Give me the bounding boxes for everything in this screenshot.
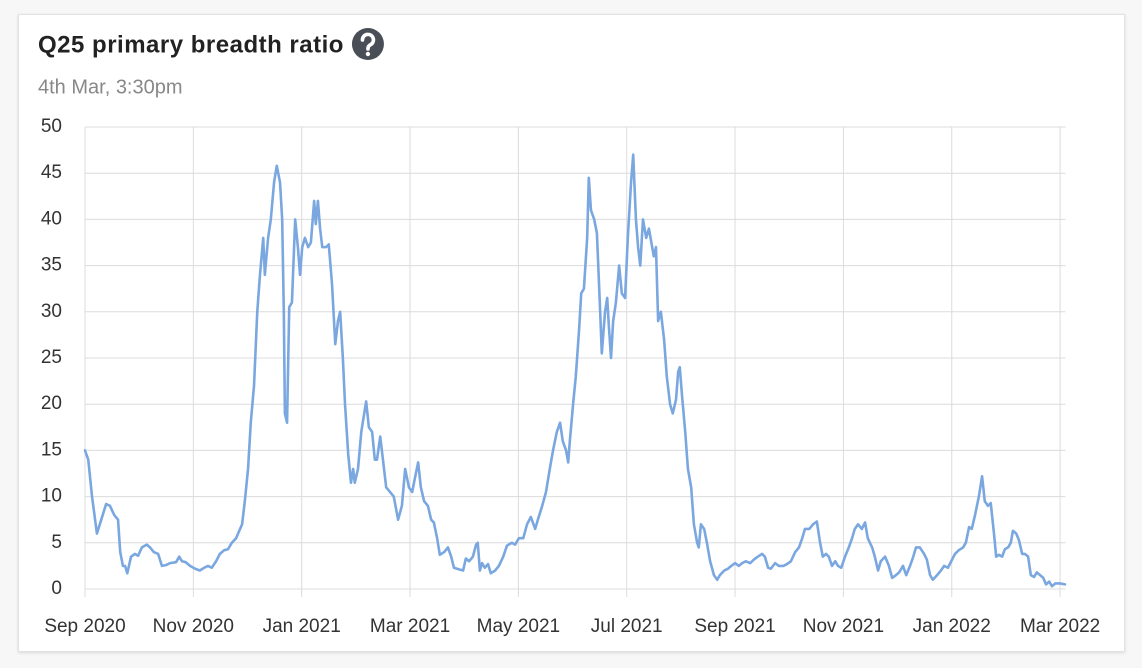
help-icon-circle[interactable] bbox=[351, 28, 384, 60]
grid bbox=[84, 126, 1066, 597]
x-tick-label: May 2021 bbox=[477, 616, 560, 637]
y-tick-label: 45 bbox=[41, 162, 62, 183]
x-tick-label: Jul 2021 bbox=[591, 616, 663, 637]
y-tick-label: 5 bbox=[51, 532, 62, 553]
y-tick-label: 40 bbox=[41, 208, 62, 229]
y-tick-label: 20 bbox=[41, 393, 62, 414]
x-tick-label: Sep 2020 bbox=[44, 616, 125, 637]
y-tick-label: 25 bbox=[41, 347, 62, 368]
y-tick-label: 15 bbox=[41, 439, 62, 460]
data-line bbox=[83, 153, 1067, 588]
help-icon[interactable] bbox=[351, 28, 384, 60]
y-tick-label: 50 bbox=[41, 116, 62, 137]
x-tick-label: Jan 2021 bbox=[263, 616, 341, 637]
help-icon-glyph[interactable] bbox=[360, 32, 376, 51]
chart-subtitle: 4th Mar, 3:30pm bbox=[38, 76, 183, 98]
chart-card bbox=[18, 14, 1125, 652]
y-tick-label: 10 bbox=[41, 486, 62, 507]
x-tick-label: Mar 2022 bbox=[1020, 616, 1100, 637]
chart-title: Q25 primary breadth ratio bbox=[38, 31, 344, 58]
y-tick-label: 35 bbox=[41, 255, 62, 276]
x-tick-label: Nov 2020 bbox=[153, 616, 234, 637]
x-tick-label: Jan 2022 bbox=[913, 616, 991, 637]
y-tick-label: 30 bbox=[41, 301, 62, 322]
x-tick-label: Mar 2021 bbox=[370, 616, 450, 637]
x-tick-label: Nov 2021 bbox=[803, 616, 884, 637]
help-icon-dot[interactable] bbox=[365, 51, 371, 57]
y-tick-label: 0 bbox=[51, 578, 62, 599]
x-tick-label: Sep 2021 bbox=[694, 616, 775, 637]
